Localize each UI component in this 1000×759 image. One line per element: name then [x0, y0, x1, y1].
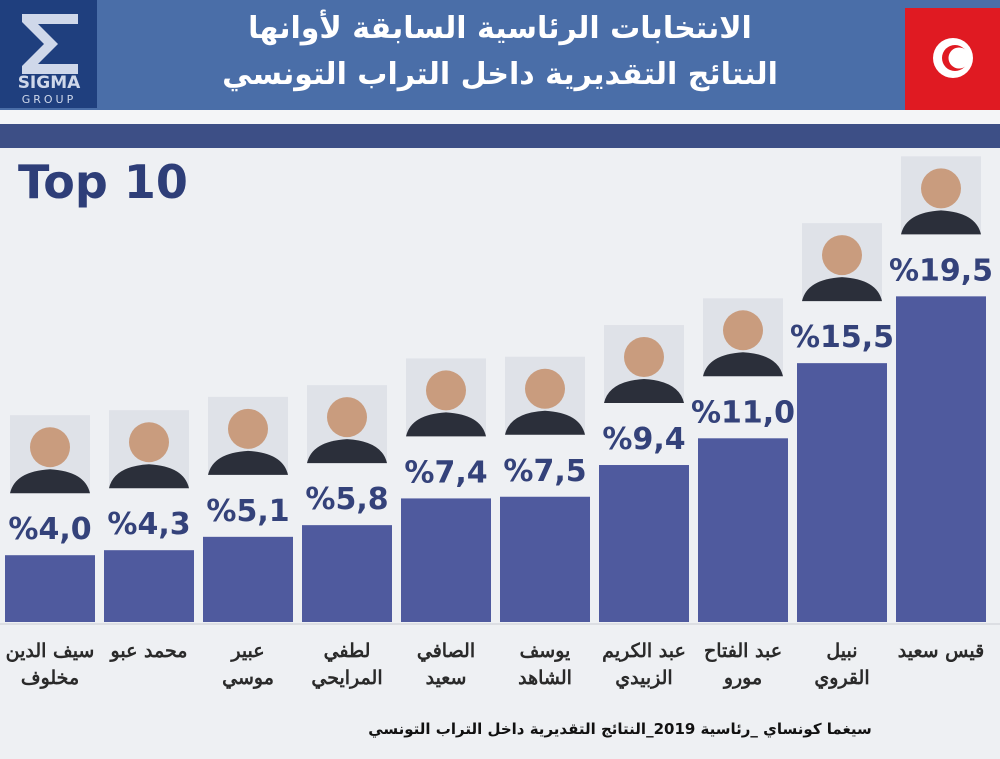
logo-name: SIGMA: [18, 73, 81, 93]
category-label: قيس سعيد: [897, 640, 985, 662]
bar: [698, 438, 788, 622]
bar: [302, 525, 392, 622]
category-label: نبيل القروي: [814, 640, 870, 689]
bar: [104, 550, 194, 622]
bar: [500, 496, 590, 622]
value-label: %7,5: [503, 454, 586, 489]
chart-subtitle: النتائج التقديرية داخل التراب التونسي: [222, 57, 778, 92]
portrait-head: [921, 168, 961, 209]
portrait-body: [109, 464, 189, 489]
category-label: محمد عبو: [110, 640, 188, 662]
logo-sub: GROUP: [22, 93, 77, 106]
portrait-body: [604, 379, 684, 404]
value-label: %15,5: [790, 320, 894, 355]
value-label: %9,4: [602, 422, 685, 457]
portrait-body: [802, 277, 882, 302]
portrait-head: [327, 397, 367, 438]
source: سيغما كونساي _رئاسية 2019_النتائج التقدي…: [368, 720, 872, 739]
portrait-head: [525, 368, 565, 409]
category-label: عبد الفتاح مورو: [703, 640, 783, 689]
value-label: %19,5: [889, 253, 993, 288]
portrait-head: [228, 408, 268, 449]
chart-title: الانتخابات الرئاسية السابقة لأوانها: [248, 9, 752, 46]
portrait-head: [426, 370, 466, 411]
category-label: سيف الدين مخلوف: [5, 640, 95, 689]
value-label: %5,1: [206, 494, 289, 529]
header-band: [0, 0, 1000, 110]
bar: [797, 363, 887, 622]
strip: [0, 124, 1000, 148]
category-label: الصافي سعيد: [416, 640, 476, 689]
logo-sigma: [22, 14, 78, 74]
value-label: %5,8: [305, 482, 388, 517]
bar: [401, 498, 491, 622]
portrait-body: [505, 410, 585, 435]
top-label: Top 10: [18, 155, 188, 209]
portrait-body: [208, 450, 288, 475]
portrait-head: [723, 310, 763, 351]
portrait-body: [10, 469, 90, 494]
portrait-body: [406, 412, 486, 437]
value-label: %7,4: [404, 455, 487, 490]
portrait-body: [703, 352, 783, 377]
portrait-head: [624, 337, 664, 378]
header-gap: [0, 110, 1000, 124]
bar: [203, 536, 293, 622]
category-label: عبد الكريم الزبيدي: [602, 640, 686, 689]
value-label: %11,0: [691, 395, 795, 430]
portrait-head: [129, 422, 169, 463]
bar: [599, 465, 689, 622]
portrait-head: [822, 235, 862, 276]
category-label: عبير موسي: [222, 640, 274, 689]
portrait-head: [30, 427, 70, 468]
category-label: يوسف الشاهد: [518, 640, 572, 689]
value-label: %4,0: [8, 512, 91, 547]
bar: [896, 296, 986, 622]
category-label: لطفي المرايحي: [311, 640, 383, 689]
value-label: %4,3: [107, 507, 190, 542]
portrait-body: [307, 439, 387, 464]
bar: [5, 555, 95, 622]
flag-crescent-cut: [948, 47, 970, 69]
portrait-body: [901, 210, 981, 235]
